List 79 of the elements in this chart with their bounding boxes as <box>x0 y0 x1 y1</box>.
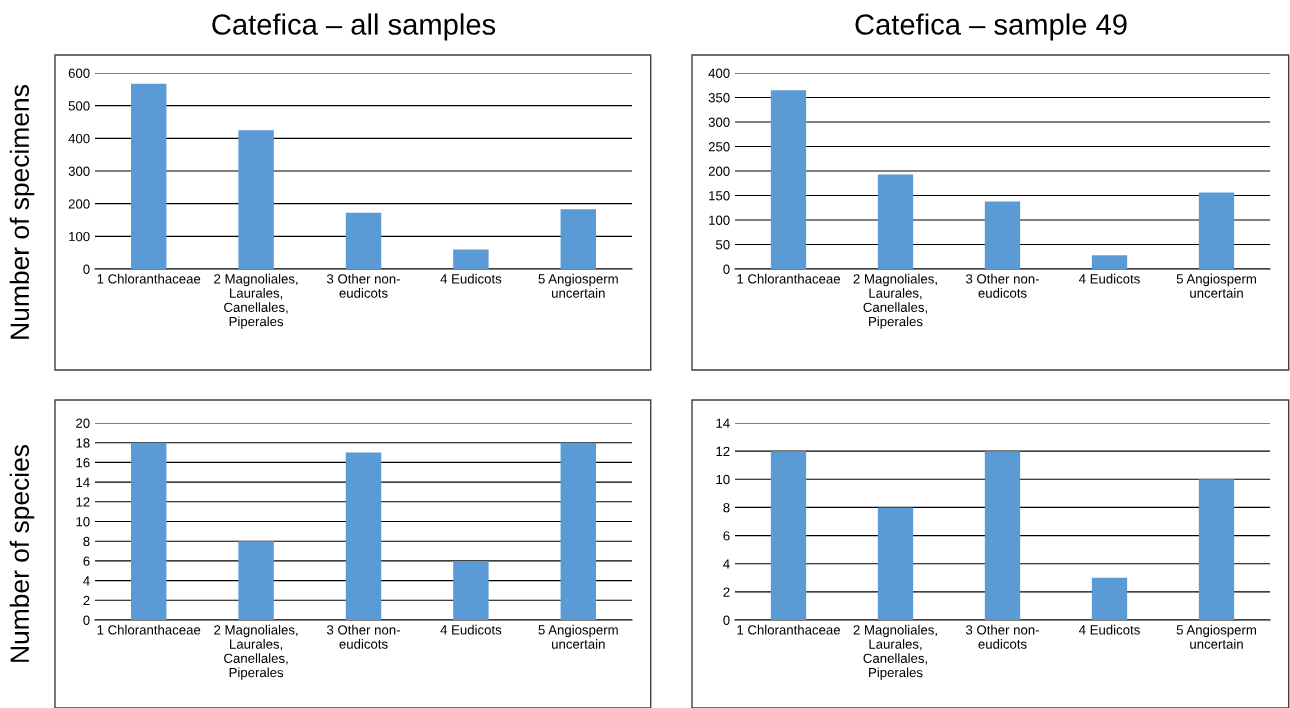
bar <box>1091 255 1128 269</box>
bar <box>770 90 807 269</box>
y-tick-label: 8 <box>723 503 730 513</box>
x-tick-label: 2 Magnoliales, Laurales, Canellales, Piperales <box>214 624 298 680</box>
y-tick-label: 300 <box>68 166 90 176</box>
y-tick-label: 10 <box>76 517 90 527</box>
y-tick-label: 50 <box>715 240 730 250</box>
bar <box>1198 479 1235 620</box>
x-tick-label: 2 Magnoliales, Laurales, Canellales, Piperales <box>214 273 298 329</box>
bar <box>453 249 489 269</box>
bar <box>1198 192 1235 269</box>
y-tick-label: 0 <box>83 264 90 274</box>
y-tick-label: 4 <box>723 559 730 569</box>
bar <box>877 507 914 620</box>
x-tick-label: 5 Angiosperm uncertain <box>538 273 618 298</box>
y-tick-label: 2 <box>723 587 730 597</box>
x-tick-label: 2 Magnoliales, Laurales, Canellales, Piperales <box>853 624 937 680</box>
y-tick-label: 500 <box>68 101 90 111</box>
bar <box>560 442 597 620</box>
y-tick-label: 2 <box>83 595 90 606</box>
y-tick-label: 16 <box>76 457 90 468</box>
bar <box>984 201 1021 269</box>
bar <box>238 541 274 620</box>
bar <box>130 83 167 269</box>
bar <box>238 130 274 269</box>
y-tick-label: 400 <box>68 133 90 144</box>
x-tick-label: 1 Chloranthaceae <box>97 273 201 284</box>
bar <box>345 452 382 620</box>
y-tick-label: 6 <box>83 556 90 566</box>
y-tick-label: 10 <box>716 474 730 485</box>
chart-title: Catefica – sample 49 <box>855 13 1127 41</box>
x-tick-label: 4 Eudicots <box>440 273 502 284</box>
y-tick-label: 100 <box>709 215 730 225</box>
bar <box>984 451 1021 620</box>
y-tick-label: 100 <box>69 231 90 242</box>
y-tick-label: 12 <box>76 497 90 507</box>
y-tick-label: 0 <box>723 264 730 274</box>
x-tick-label: 2 Magnoliales, Laurales, Canellales, Piperales <box>853 273 937 329</box>
x-tick-label: 5 Angiosperm uncertain <box>538 624 618 649</box>
y-tick-label: 18 <box>76 438 90 448</box>
y-tick-label: 300 <box>708 117 730 127</box>
bar <box>1091 577 1128 620</box>
y-tick-label: 350 <box>708 93 730 103</box>
bar <box>130 442 167 620</box>
y-tick-label: 250 <box>708 142 730 152</box>
bar <box>770 451 807 620</box>
bar <box>877 174 914 269</box>
y-tick-label: 200 <box>68 199 90 209</box>
x-tick-label: 3 Other non- eudicots <box>326 273 400 298</box>
x-tick-label: 5 Angiosperm uncertain <box>1176 273 1256 298</box>
y-tick-label: 6 <box>723 531 730 541</box>
x-tick-label: 1 Chloranthaceae <box>737 273 840 284</box>
y-axis-title: Number of specimens <box>9 85 35 339</box>
x-tick-label: 1 Chloranthaceae <box>737 624 840 635</box>
x-tick-label: 4 Eudicots <box>1079 273 1140 284</box>
y-tick-label: 20 <box>76 418 90 428</box>
bar <box>345 212 382 269</box>
y-tick-label: 600 <box>68 68 90 78</box>
chart-title: Catefica – all samples <box>212 13 496 41</box>
y-tick-label: 4 <box>83 576 90 586</box>
y-tick-label: 400 <box>708 68 730 78</box>
y-tick-label: 150 <box>709 191 730 201</box>
x-tick-label: 4 Eudicots <box>1079 624 1140 635</box>
y-tick-label: 14 <box>76 477 90 487</box>
y-tick-label: 0 <box>83 615 90 625</box>
y-tick-label: 8 <box>83 536 90 547</box>
x-tick-label: 3 Other non- eudicots <box>965 273 1039 298</box>
x-tick-label: 3 Other non- eudicots <box>965 624 1039 649</box>
y-tick-label: 14 <box>716 418 730 428</box>
y-tick-label: 200 <box>708 166 730 176</box>
bar <box>453 560 489 620</box>
x-tick-label: 3 Other non- eudicots <box>326 624 400 649</box>
x-tick-label: 1 Chloranthaceae <box>97 624 201 635</box>
bar <box>560 209 597 269</box>
y-tick-label: 0 <box>723 615 730 625</box>
y-axis-title: Number of species <box>9 444 35 662</box>
x-tick-label: 4 Eudicots <box>440 624 502 635</box>
y-tick-label: 12 <box>716 446 730 456</box>
x-tick-label: 5 Angiosperm uncertain <box>1176 624 1256 649</box>
